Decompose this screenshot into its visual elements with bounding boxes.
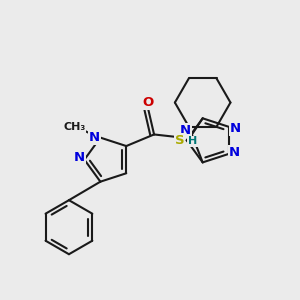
Text: N: N (74, 151, 85, 164)
Text: N: N (230, 122, 241, 135)
Text: H: H (188, 136, 197, 146)
Text: N: N (229, 146, 240, 158)
Text: S: S (175, 134, 184, 147)
Text: CH₃: CH₃ (63, 122, 85, 132)
Text: N: N (180, 124, 191, 137)
Text: N: N (89, 131, 100, 144)
Text: O: O (143, 96, 154, 109)
